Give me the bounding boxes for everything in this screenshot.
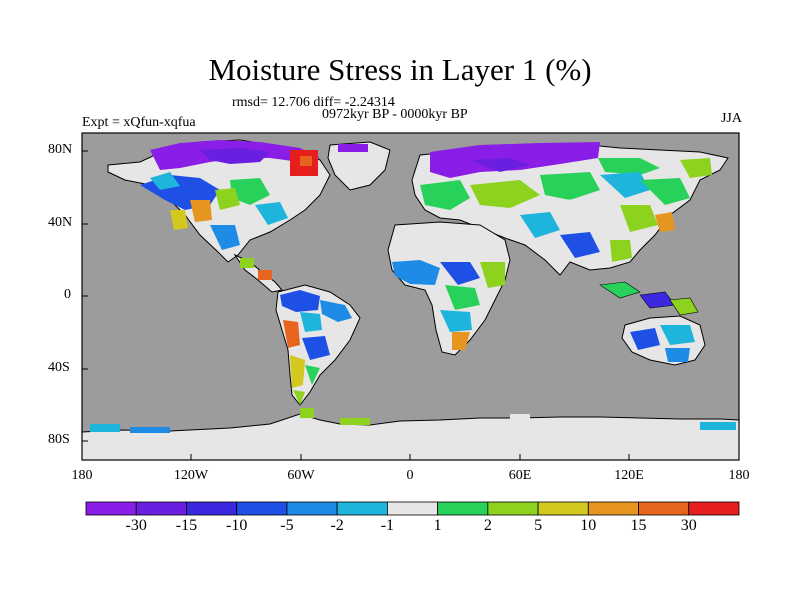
colorbar-swatch bbox=[437, 501, 489, 516]
lon-label-120w: 120W bbox=[173, 468, 209, 483]
colorbar-swatch bbox=[286, 501, 338, 516]
colorbar-label: -10 bbox=[226, 517, 248, 534]
lon-label-180e: 180 bbox=[728, 468, 750, 483]
lat-label-80s: 80S bbox=[48, 432, 70, 447]
colorbar-label: 5 bbox=[534, 517, 543, 534]
colorbar-label: -2 bbox=[330, 517, 344, 534]
colorbar-label: 1 bbox=[433, 517, 442, 534]
maritime-southeast-asia bbox=[599, 281, 699, 316]
north-america bbox=[107, 139, 331, 263]
africa bbox=[387, 221, 511, 356]
colorbar-swatch bbox=[587, 501, 639, 516]
australia bbox=[621, 315, 706, 366]
colorbar-swatch bbox=[85, 501, 137, 516]
colorbar-label: -1 bbox=[380, 517, 395, 534]
colorbar-label: 15 bbox=[630, 517, 647, 534]
colorbar-swatch bbox=[135, 501, 187, 516]
stats-line: rmsd= 12.706 diff= -2.24314 bbox=[232, 95, 395, 110]
colorbar-swatch bbox=[487, 501, 539, 516]
lat-label-40s: 40S bbox=[48, 360, 70, 375]
experiment-label: Expt = xQfun-xqfua bbox=[82, 115, 196, 130]
colorbar-label: 2 bbox=[483, 517, 492, 534]
central-america bbox=[233, 253, 283, 293]
colorbar-label: -30 bbox=[125, 517, 147, 534]
season-label: JJA bbox=[720, 111, 742, 126]
lon-label-180w: 180 bbox=[71, 468, 93, 483]
colorbar-label: 10 bbox=[580, 517, 597, 534]
greenland bbox=[327, 141, 391, 191]
south-america bbox=[275, 284, 361, 406]
lat-label-40n: 40N bbox=[48, 215, 73, 230]
colorbar-swatch bbox=[537, 501, 589, 516]
lat-label-0: 0 bbox=[64, 287, 71, 302]
colorbar-swatch bbox=[638, 501, 690, 516]
colorbar-swatch bbox=[186, 501, 238, 516]
map-title: Moisture Stress in Layer 1 (%) bbox=[208, 52, 592, 87]
lon-ticks bbox=[81, 454, 740, 460]
period-label: 0972kyr BP - 0000kyr BP bbox=[322, 107, 468, 122]
colorbar-swatch bbox=[236, 501, 288, 516]
antarctica bbox=[81, 408, 740, 461]
lon-label-60w: 60W bbox=[287, 468, 315, 483]
lon-label-120e: 120E bbox=[614, 468, 644, 483]
lon-label-0: 0 bbox=[406, 468, 414, 483]
colorbar-label: -5 bbox=[280, 517, 294, 534]
colorbar-swatch bbox=[688, 501, 740, 516]
colorbar-label: -15 bbox=[175, 517, 198, 534]
eurasia bbox=[411, 142, 729, 276]
lon-label-60e: 60E bbox=[508, 468, 532, 483]
colorbar-swatch bbox=[386, 501, 439, 516]
lat-label-80n: 80N bbox=[48, 142, 73, 157]
colorbar-label: 30 bbox=[680, 517, 697, 534]
lat-ticks bbox=[82, 150, 88, 442]
colorbar-swatch bbox=[336, 501, 388, 516]
colorbar bbox=[85, 501, 740, 516]
